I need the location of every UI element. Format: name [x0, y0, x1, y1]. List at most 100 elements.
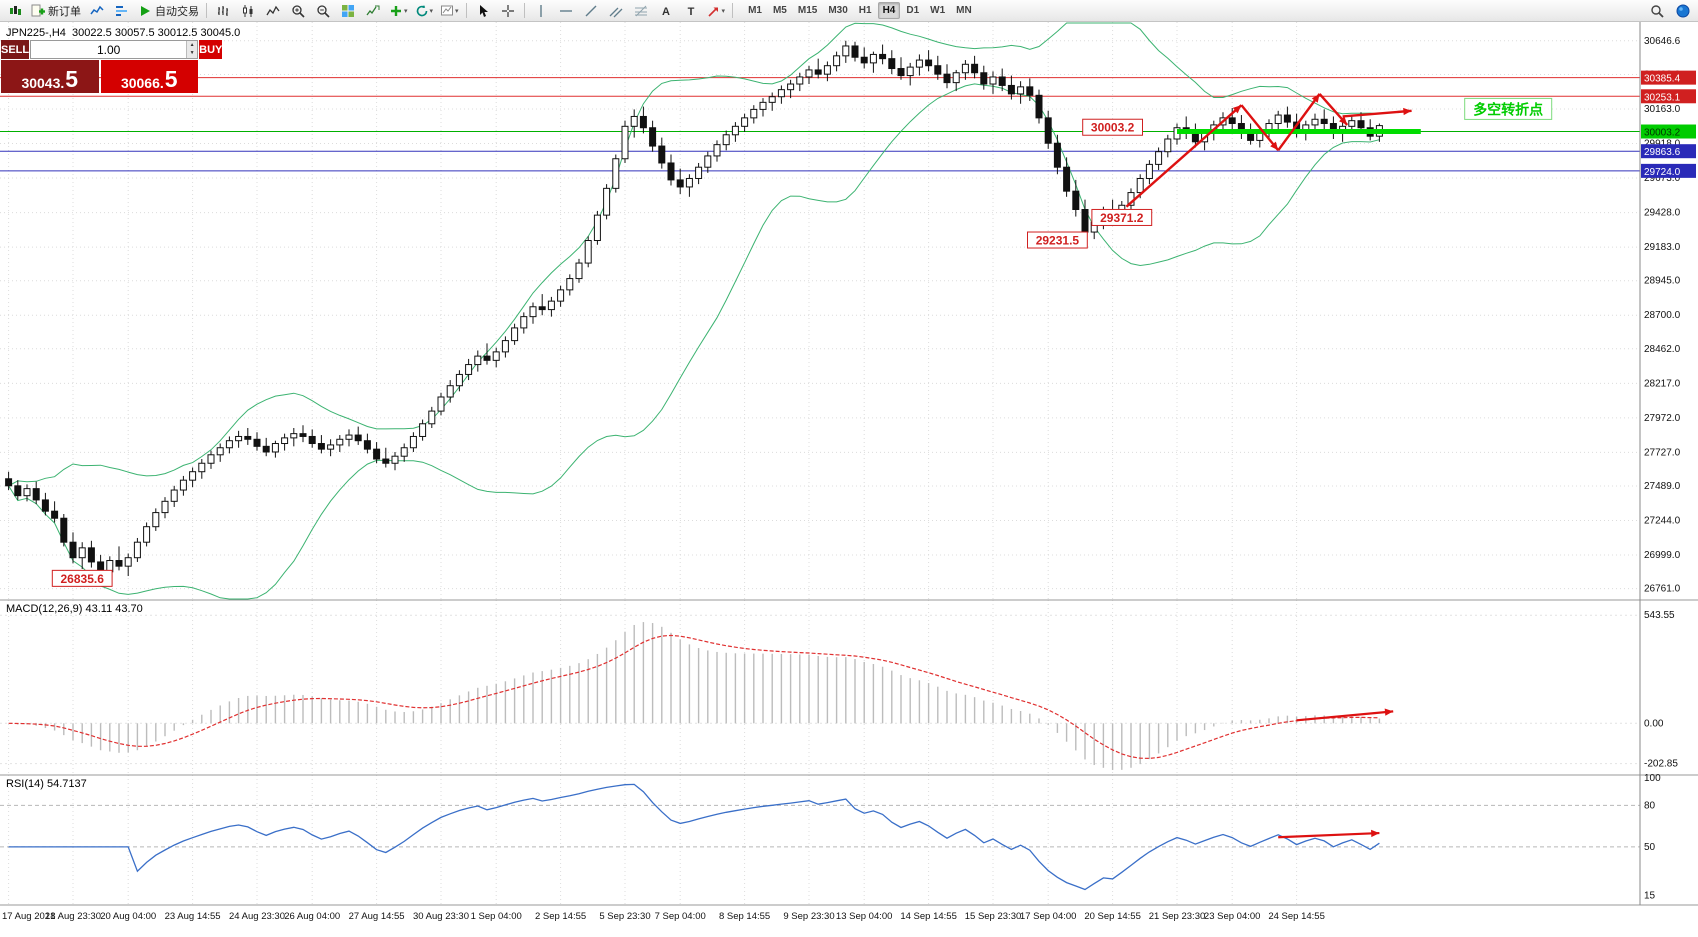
price-tick-label: 30163.0: [1644, 104, 1681, 115]
timeframe-m15-button[interactable]: M15: [797, 5, 818, 16]
price-tick-label: 28217.0: [1644, 378, 1681, 389]
trendline-icon: [584, 4, 598, 18]
price-tick-label: 26999.0: [1644, 550, 1681, 561]
bar-chart-button[interactable]: [211, 1, 235, 21]
toolbar-separator: [206, 3, 207, 18]
toolbar: 新订单 自动交易 ▾ ▾ ▾ A T ▾ M1 M5 M15 M30 H1 H4 D1 W1 MN: [0, 0, 1698, 22]
macd-signal-line: [8, 634, 1380, 760]
add-indicator-button[interactable]: ▾: [386, 1, 411, 21]
price-annotation-box[interactable]: [1091, 208, 1153, 226]
sell-button[interactable]: SELL: [1, 40, 30, 59]
new-order-button-label: 新订单: [48, 5, 81, 18]
trendline-button[interactable]: [579, 1, 603, 21]
play-icon: [138, 4, 152, 18]
price-annotation-text: 29231.5: [1036, 234, 1080, 248]
volume-up-button[interactable]: ▲: [186, 41, 198, 50]
template-button[interactable]: ▾: [437, 1, 462, 21]
time-tick-label: 23 Aug 14:55: [165, 911, 221, 922]
buy-price-big-digit: 5: [164, 66, 178, 93]
price-axis[interactable]: 30646.630408.030163.029918.029673.029428…: [1639, 22, 1696, 905]
zoom-in-button[interactable]: [286, 1, 310, 21]
symbol-chart-button[interactable]: [3, 1, 27, 21]
bollinger-upper-band: [8, 22, 1380, 487]
vertical-line-button[interactable]: [529, 1, 553, 21]
hline-icon: [559, 4, 573, 18]
time-tick-label: 7 Sep 04:00: [655, 911, 706, 922]
period-cycle-button[interactable]: ▾: [412, 1, 437, 21]
cursor-button[interactable]: [471, 1, 495, 21]
price-level-badge-text: 29863.6: [1644, 147, 1681, 158]
timeframe-d1-button[interactable]: D1: [906, 5, 920, 16]
time-tick-label: 15 Sep 23:30: [965, 911, 1022, 922]
volume-down-button[interactable]: ▼: [186, 49, 198, 58]
price-tick-label: 28945.0: [1644, 276, 1681, 287]
fibonacci-button[interactable]: [629, 1, 653, 21]
candlestick-chart-button[interactable]: [236, 1, 260, 21]
new-order-button[interactable]: 新订单: [28, 1, 84, 21]
autotrade-button[interactable]: 自动交易: [135, 1, 202, 21]
price-annotation-box[interactable]: [1082, 118, 1143, 136]
search-button[interactable]: [1645, 1, 1669, 21]
buy-price-button[interactable]: 30066. 5: [100, 60, 198, 93]
rsi-tick-label: 100: [1644, 773, 1661, 784]
price-annotation-box[interactable]: [51, 569, 113, 587]
text-button[interactable]: A: [654, 1, 678, 21]
timeframe-w1-button[interactable]: W1: [930, 5, 946, 16]
zoom-out-button[interactable]: [311, 1, 335, 21]
price-level-badge-text: 30003.2: [1644, 128, 1681, 139]
bollinger-lower-band: [8, 83, 1380, 600]
price-tick-label: 27489.0: [1644, 481, 1681, 492]
template-icon: [440, 4, 454, 18]
time-tick-label: 21 Sep 23:30: [1149, 911, 1206, 922]
sell-price-button[interactable]: 30043. 5: [1, 60, 99, 93]
note-box[interactable]: [1464, 97, 1553, 120]
macd-tick-label: 0.00: [1644, 718, 1664, 729]
volume-input[interactable]: [31, 41, 187, 58]
time-tick-label: 20 Sep 14:55: [1084, 911, 1141, 922]
buy-button[interactable]: BUY: [199, 40, 223, 59]
textA-icon: A: [659, 4, 673, 18]
caret-down-icon: ▾: [404, 7, 408, 15]
horizontal-line-button[interactable]: [554, 1, 578, 21]
label-button[interactable]: T: [679, 1, 703, 21]
broker-logo-button[interactable]: [1671, 1, 1695, 21]
timeframe-h4-button[interactable]: H4: [877, 2, 901, 19]
tile-windows-button[interactable]: [336, 1, 360, 21]
svg-text:T: T: [687, 6, 694, 18]
toolbar-right-group: [1645, 1, 1695, 21]
horizontal-level-lines[interactable]: [0, 77, 1640, 172]
price-tick-label: 27244.0: [1644, 515, 1681, 526]
line-chart-button[interactable]: [261, 1, 285, 21]
price-level-badge-text: 30253.1: [1644, 92, 1681, 103]
cycle-icon: [415, 4, 429, 18]
arrows-button[interactable]: ▾: [704, 1, 729, 21]
rsi-panel: [0, 783, 1640, 891]
indicator-list-button[interactable]: [361, 1, 385, 21]
time-tick-label: 5 Sep 23:30: [599, 911, 650, 922]
textT-icon: T: [684, 4, 698, 18]
crosshair-button[interactable]: [496, 1, 520, 21]
autotrade-button-label: 自动交易: [155, 5, 199, 18]
price-annotation-box[interactable]: [1027, 231, 1088, 249]
annotations-layer[interactable]: 30003.2 29371.2 29231.5 26835.6 多空转折点: [51, 93, 1553, 587]
time-tick-label: 24 Sep 14:55: [1268, 911, 1325, 922]
chart-ohlc-info: JPN225-,H4 30022.5 30057.5 30012.5 30045…: [6, 27, 241, 39]
timeframe-m1-button[interactable]: M1: [748, 5, 762, 16]
timeframe-mn-button[interactable]: MN: [956, 5, 972, 16]
one-click-trading-panel: SELL ▲ ▼ BUY 30043.5 30066.5: [1, 40, 223, 93]
channel-button[interactable]: [604, 1, 628, 21]
market-depth-button[interactable]: [110, 1, 134, 21]
toolbar-separator: [523, 3, 525, 18]
time-tick-label: 17 Sep 04:00: [1020, 911, 1077, 922]
timeframe-m5-button[interactable]: M5: [772, 5, 787, 16]
volume-box: ▲ ▼: [30, 40, 199, 59]
sell-price-big-digit: 5: [65, 66, 79, 93]
price-level-badge: [1641, 89, 1696, 104]
timeframe-h1-button[interactable]: H1: [858, 5, 872, 16]
tick-chart-button[interactable]: [85, 1, 109, 21]
rsi-tick-label: 15: [1644, 890, 1656, 901]
timeframe-m30-button[interactable]: M30: [828, 5, 848, 16]
timeframe-group: M1 M5 M15 M30 H1 H4 D1 W1 MN: [743, 2, 977, 19]
